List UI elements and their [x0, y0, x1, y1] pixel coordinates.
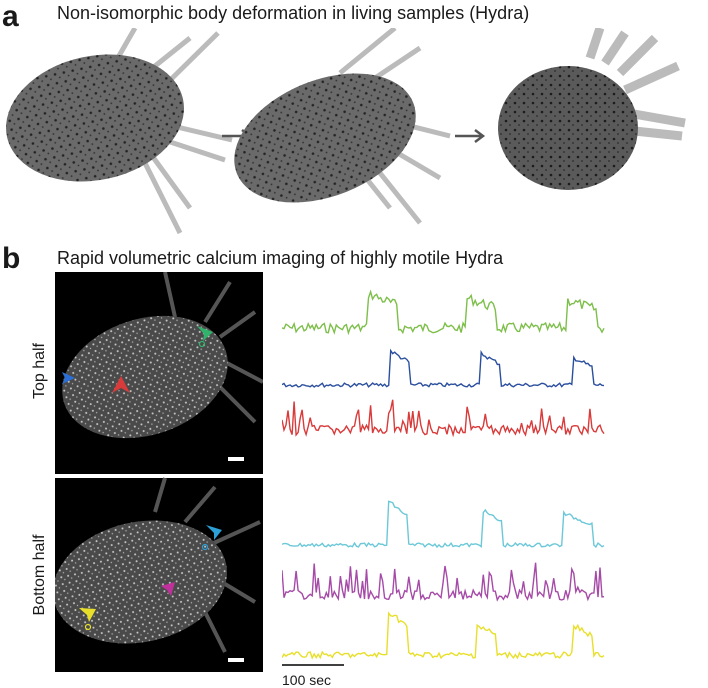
bottom-half-image: [55, 477, 263, 672]
green-arrowhead-marker: [197, 326, 213, 341]
cyan-calcium-trace: [282, 500, 605, 549]
row-label-top-half: Top half: [31, 342, 48, 400]
hydra-image-2: [234, 28, 451, 225]
magenta-calcium-trace: [282, 562, 605, 602]
red-arrowhead-marker: [112, 376, 130, 393]
spatial-scale-bar: [228, 457, 244, 461]
panel-a-image-strip: [6, 28, 686, 235]
blue-calcium-trace: [282, 348, 605, 388]
row-label-bottom-half: Bottom half: [31, 534, 48, 616]
magenta-arrowhead-marker: [161, 582, 175, 596]
spatial-scale-bar: [228, 658, 244, 662]
panel-b-microscopy-images: [55, 272, 263, 672]
time-scale-bar-label: 100 sec: [282, 672, 332, 688]
panel-a-title: Non-isomorphic body deformation in livin…: [57, 3, 530, 23]
red-calcium-trace: [282, 399, 605, 438]
hydra-image-1: [6, 28, 233, 235]
blue-arrowhead-marker: [62, 372, 75, 384]
calcium-trace-plot: [282, 289, 605, 666]
panel-a-letter: a: [2, 0, 19, 33]
right-arrow-icon: [455, 129, 486, 143]
hydra-image-3: [498, 28, 686, 190]
panel-b-title: Rapid volumetric calcium imaging of high…: [57, 248, 504, 268]
top-half-image: [55, 272, 263, 474]
panel-b-letter: b: [2, 242, 21, 275]
cyan-arrowhead-marker: [206, 525, 222, 540]
yellow-calcium-trace: [282, 611, 605, 660]
green-calcium-trace: [282, 289, 605, 336]
yellow-arrowhead-marker: [79, 608, 96, 622]
